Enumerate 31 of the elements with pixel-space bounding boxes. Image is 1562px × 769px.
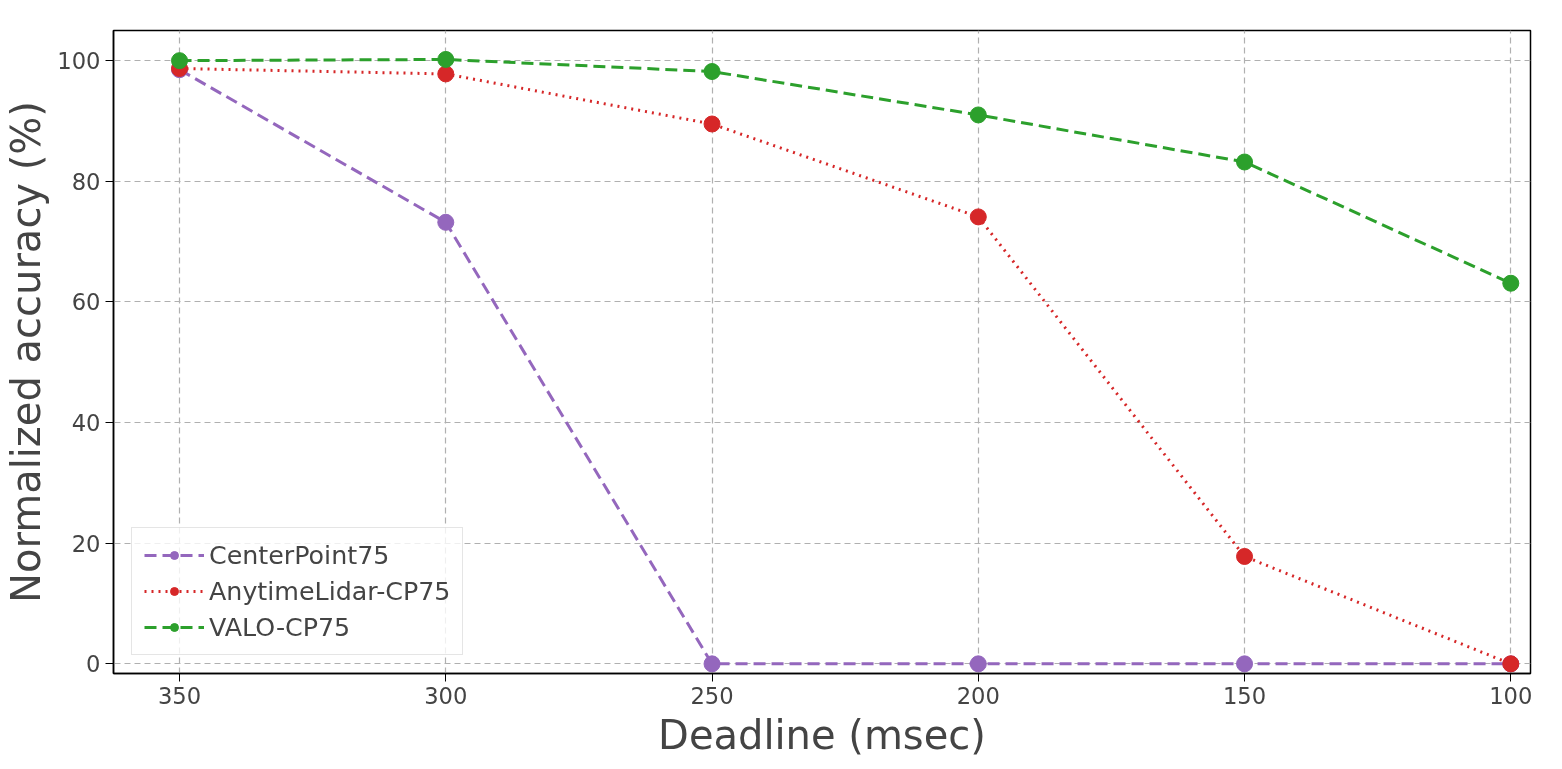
x-tick-label: 100 [1489, 682, 1533, 709]
point [437, 213, 455, 231]
x-tick-label: 250 [690, 682, 734, 709]
y-tick-label: 100 [57, 48, 101, 75]
x-tick-label: 150 [1222, 682, 1267, 709]
legend-label: VALO-CP75 [209, 612, 351, 642]
legend-label: CenterPoint75 [209, 540, 390, 570]
y-tick-label: 40 [71, 410, 101, 437]
point [969, 655, 987, 673]
y-tick-label: 60 [71, 289, 101, 316]
y-tick-label: 20 [71, 530, 101, 557]
point [1236, 548, 1254, 565]
x-tick-label: 300 [424, 682, 468, 709]
x-axis-title: Deadline (msec) [658, 711, 986, 758]
point [171, 52, 189, 70]
point [1502, 274, 1520, 292]
x-tick-label: 350 [157, 682, 202, 709]
point [703, 63, 721, 80]
point [437, 50, 455, 68]
point [437, 65, 455, 83]
point [1236, 655, 1254, 673]
x-tick-label: 200 [956, 682, 1000, 709]
legend-label: AnytimeLidar-CP75 [209, 576, 451, 606]
point [969, 208, 987, 226]
point [969, 106, 987, 124]
y-tick-label: 0 [86, 651, 101, 678]
y-tick-label: 80 [71, 168, 101, 195]
point [703, 115, 721, 133]
point [703, 655, 721, 673]
y-axis-title: Normalized accuracy (%) [3, 101, 50, 603]
point [1236, 153, 1254, 171]
